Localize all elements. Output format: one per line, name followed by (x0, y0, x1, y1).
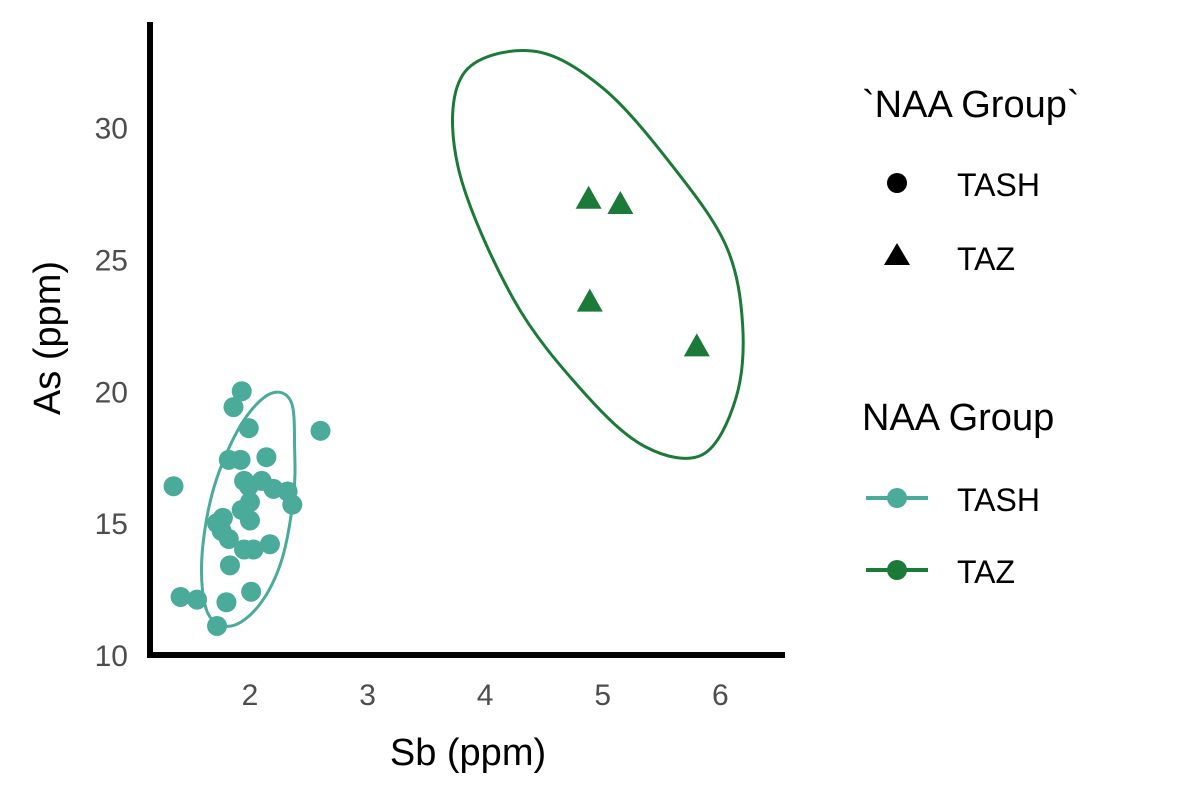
data-point-tash (310, 420, 331, 441)
shape-legend-title: `NAA Group` (862, 84, 1080, 126)
y-tick-label: 30 (95, 113, 128, 146)
data-point-tash (163, 476, 184, 497)
data-point-tash (187, 589, 208, 610)
data-point-tash (243, 539, 264, 560)
legend-triangle-icon (884, 243, 910, 265)
x-tick-label: 3 (359, 679, 376, 712)
ellipse-layer (200, 49, 745, 628)
legend-dot-tash-icon (887, 488, 907, 508)
x-tick-label: 2 (242, 679, 259, 712)
confidence-ellipse-taz (451, 49, 745, 460)
data-point-tash (218, 528, 239, 549)
data-point-tash (207, 615, 228, 636)
data-point-taz (683, 333, 710, 357)
y-axis-title: As (ppm) (27, 261, 69, 415)
y-tick-label: 25 (95, 244, 128, 277)
color-legend-label-tash: TASH (957, 482, 1040, 518)
data-point-taz (607, 190, 634, 214)
data-point-tash (230, 449, 251, 470)
data-point-tash (282, 494, 303, 515)
color-legend: NAA Group TASH TAZ (862, 397, 1054, 590)
data-point-tash (239, 510, 260, 531)
y-tick-label: 20 (95, 376, 128, 409)
shape-legend-label-taz: TAZ (957, 241, 1015, 277)
shape-legend-label-tash: TASH (957, 167, 1040, 203)
data-point-tash (238, 418, 259, 439)
x-tick-label: 4 (477, 679, 494, 712)
y-tick-labels: 10 15 20 25 30 (95, 113, 128, 674)
data-point-tash (241, 581, 262, 602)
data-point-tash (259, 534, 280, 555)
legend-circle-icon (887, 173, 907, 193)
x-axis-title: Sb (ppm) (390, 732, 546, 774)
data-point-tash (239, 492, 260, 513)
data-point-taz (576, 288, 603, 312)
data-point-tash (219, 555, 240, 576)
data-point-tash (256, 447, 277, 468)
x-tick-label: 6 (712, 679, 729, 712)
y-tick-label: 10 (95, 640, 128, 673)
x-tick-label: 5 (594, 679, 611, 712)
color-legend-label-taz: TAZ (957, 554, 1015, 590)
data-point-tash (231, 381, 252, 402)
points-layer (163, 185, 710, 636)
legend-dot-taz-icon (887, 560, 907, 580)
data-point-tash (216, 592, 237, 613)
confidence-ellipse-tash (200, 390, 297, 628)
x-tick-labels: 2 3 4 5 6 (242, 679, 729, 712)
shape-legend: `NAA Group` TASH TAZ (862, 84, 1080, 277)
data-point-taz (575, 185, 602, 209)
color-legend-title: NAA Group (862, 397, 1054, 439)
data-point-tash (223, 397, 244, 418)
data-point-tash (170, 586, 191, 607)
y-tick-label: 15 (95, 508, 128, 541)
